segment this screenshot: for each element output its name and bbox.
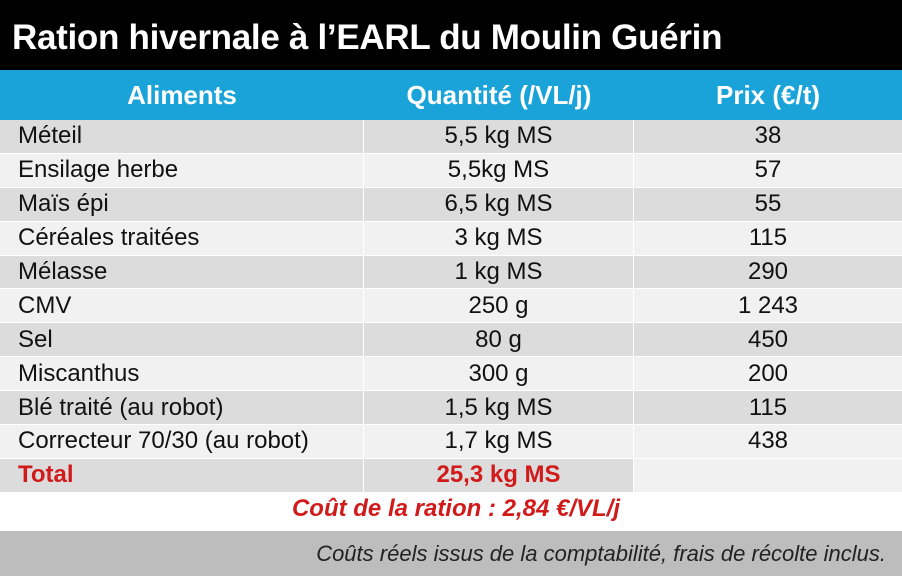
page-title: Ration hivernale à l’EARL du Moulin Guér… (0, 0, 902, 70)
ration-table: Aliments Quantité (/VL/j) Prix (€/t) Mét… (0, 70, 902, 493)
cell-quantite: 250 g (364, 289, 634, 323)
cell-quantite: 1,5 kg MS (364, 391, 634, 425)
table-row: Céréales traitées 3 kg MS 115 (0, 221, 902, 256)
cell-prix: 55 (754, 190, 782, 218)
ration-cost: Coût de la ration : 2,84 €/VL/j (291, 495, 621, 522)
cell-prix: 1 243 (737, 291, 799, 319)
table-row: Ensilage herbe 5,5kg MS 57 (0, 153, 902, 188)
cell-quantite: 5,5 kg MS (364, 120, 634, 153)
total-quantite: 25,3 kg MS (364, 458, 634, 492)
cell-prix: 200 (747, 359, 789, 387)
header-prix-label: Prix (€/t) (715, 79, 821, 110)
cell-quantite: 5,5kg MS (364, 153, 634, 187)
table-header: Aliments Quantité (/VL/j) Prix (€/t) (0, 70, 902, 120)
cell-aliment: Miscanthus (0, 357, 364, 391)
cell-aliment: Maïs épi (0, 187, 364, 221)
header-aliments-label: Aliments (127, 79, 237, 110)
cell-aliment: Céréales traitées (0, 221, 364, 255)
table-row: Méteil 5,5 kg MS 38 (0, 120, 902, 154)
footnote: Coûts réels issus de la comptabilité, fr… (0, 531, 902, 576)
cell-aliment: CMV (0, 289, 364, 323)
header-prix: Prix (€/t) (634, 70, 902, 120)
cell-prix: 290 (747, 258, 789, 285)
cell-prix: 438 (747, 427, 789, 455)
cell-quantite: 1 kg MS (364, 255, 634, 289)
table-row: Maïs épi 6,5 kg MS 55 (0, 187, 902, 222)
cell-quantite: 6,5 kg MS (364, 187, 634, 221)
cell-aliment: Blé traité (au robot) (0, 391, 364, 425)
table-row: Miscanthus 300 g 200 (0, 357, 902, 392)
header-quantite-label: Quantité (/VL/j) (406, 79, 592, 110)
total-row: Total 25,3 kg MS (0, 458, 902, 493)
table-row: Blé traité (au robot) 1,5 kg MS 115 (0, 391, 902, 426)
cell-aliment: Ensilage herbe (0, 153, 364, 187)
total-prix (634, 458, 902, 492)
table-row: Mélasse 1 kg MS 290 (0, 255, 902, 290)
total-label: Total (0, 458, 364, 492)
cell-aliment: Méteil (0, 120, 364, 153)
header-aliments: Aliments (0, 70, 364, 120)
cell-prix: 38 (754, 122, 782, 150)
cell-prix: 115 (748, 393, 788, 421)
cell-quantite: 1,7 kg MS (364, 425, 634, 458)
cell-quantite: 80 g (364, 323, 634, 357)
table-row: Correcteur 70/30 (au robot) 1,7 kg MS 43… (0, 425, 902, 459)
cell-quantite: 3 kg MS (364, 221, 634, 255)
header-quantite: Quantité (/VL/j) (364, 70, 634, 120)
cell-aliment: Mélasse (0, 255, 364, 289)
table-row: Sel 80 g 450 (0, 323, 902, 358)
cell-quantite: 300 g (364, 357, 634, 391)
cell-aliment: Sel (0, 323, 364, 357)
cell-prix: 57 (754, 156, 782, 184)
cell-prix: 450 (747, 325, 789, 353)
cell-aliment: Correcteur 70/30 (au robot) (0, 425, 364, 458)
cell-prix: 115 (748, 224, 788, 252)
table-row: CMV 250 g 1 243 (0, 289, 902, 324)
